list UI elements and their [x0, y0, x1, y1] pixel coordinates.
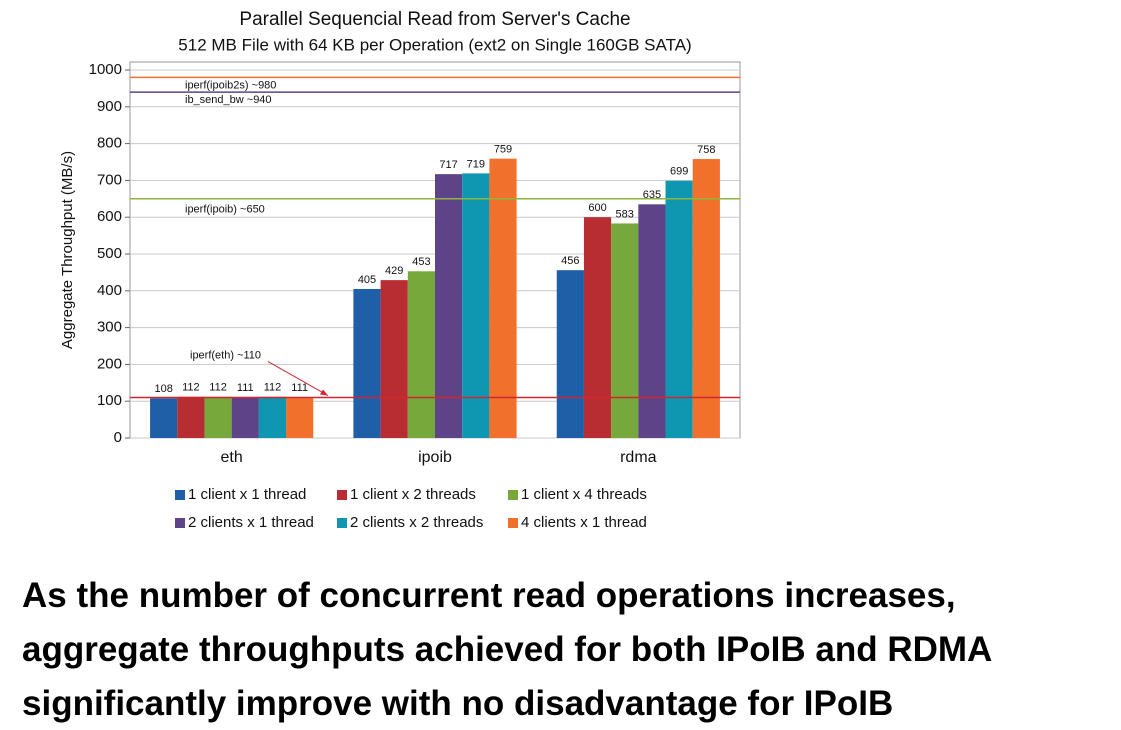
legend-label: 1 client x 4 threads [521, 486, 647, 503]
bar [638, 204, 666, 438]
chart-subtitle: 512 MB File with 64 KB per Operation (ex… [178, 35, 691, 54]
bar [231, 397, 259, 438]
bar [258, 396, 287, 438]
y-tick-label: 700 [97, 171, 122, 188]
bar [583, 217, 612, 438]
y-axis-label: Aggregate Throughput (MB/s) [59, 151, 76, 349]
y-tick-label: 1000 [89, 61, 122, 78]
bar [435, 174, 463, 439]
bar [407, 271, 435, 438]
value-label: 583 [616, 208, 634, 220]
legend-swatch [175, 518, 185, 528]
bar [692, 159, 720, 438]
reference-label: iperf(ipoib) ~650 [185, 204, 265, 216]
bar [353, 288, 381, 438]
chart-title: Parallel Sequencial Read from Server's C… [239, 9, 630, 30]
legend-label: 1 client x 2 threads [350, 486, 476, 503]
y-tick-label: 800 [97, 135, 122, 152]
value-label: 453 [412, 256, 430, 268]
bar [556, 270, 584, 438]
y-tick-label: 900 [97, 98, 122, 115]
bar [150, 398, 178, 438]
bar [489, 158, 517, 439]
y-tick-label: 300 [97, 319, 122, 336]
value-label: 108 [154, 383, 172, 395]
bar [177, 396, 205, 438]
bar [286, 397, 314, 438]
value-label: 111 [291, 382, 308, 394]
y-tick-label: 500 [97, 245, 122, 262]
value-label: 456 [561, 255, 579, 267]
value-label: 112 [209, 382, 227, 394]
value-label: 429 [385, 265, 403, 277]
value-label: 758 [697, 144, 715, 156]
caption-line: significantly improve with no disadvanta… [22, 684, 894, 723]
legend-label: 2 clients x 1 thread [188, 514, 314, 531]
value-label: 759 [494, 144, 512, 156]
y-tick-label: 100 [97, 392, 122, 409]
value-label: 112 [182, 382, 200, 394]
caption-line: aggregate throughputs achieved for both … [22, 630, 993, 669]
y-tick-label: 600 [97, 208, 122, 225]
x-tick-label: ipoib [418, 449, 452, 466]
y-tick-label: 0 [114, 429, 122, 446]
value-label: 717 [439, 159, 457, 171]
caption-line: As the number of concurrent read operati… [22, 576, 956, 615]
legend-swatch [508, 518, 518, 528]
x-tick-label: rdma [620, 449, 657, 466]
reference-label: iperf(ipoib2s) ~980 [185, 79, 276, 91]
legend-swatch [337, 490, 347, 500]
bar [380, 280, 408, 438]
reference-label: ib_send_bw ~940 [185, 94, 272, 106]
value-label: 112 [264, 382, 282, 394]
value-label: 699 [670, 166, 688, 178]
arrow-head [320, 389, 328, 396]
annotation-arrow [267, 361, 329, 396]
y-tick-label: 200 [97, 355, 122, 372]
reference-label: iperf(eth) ~110 [190, 349, 261, 361]
value-label: 405 [358, 274, 376, 286]
bar [462, 173, 490, 438]
legend-label: 4 clients x 1 thread [521, 514, 647, 531]
value-label: 111 [237, 382, 254, 394]
value-label: 719 [467, 158, 485, 170]
legend-swatch [337, 518, 347, 528]
bar [665, 180, 693, 438]
value-label: 600 [588, 202, 606, 214]
chart: Parallel Sequencial Read from Server's C… [59, 9, 741, 531]
legend-label: 1 client x 1 thread [188, 486, 306, 503]
bar [611, 223, 639, 438]
legend-swatch [175, 490, 185, 500]
legend-swatch [508, 490, 518, 500]
legend-label: 2 clients x 2 threads [350, 514, 483, 531]
x-tick-label: eth [221, 449, 243, 466]
bar [204, 396, 232, 438]
y-tick-label: 400 [97, 282, 122, 299]
